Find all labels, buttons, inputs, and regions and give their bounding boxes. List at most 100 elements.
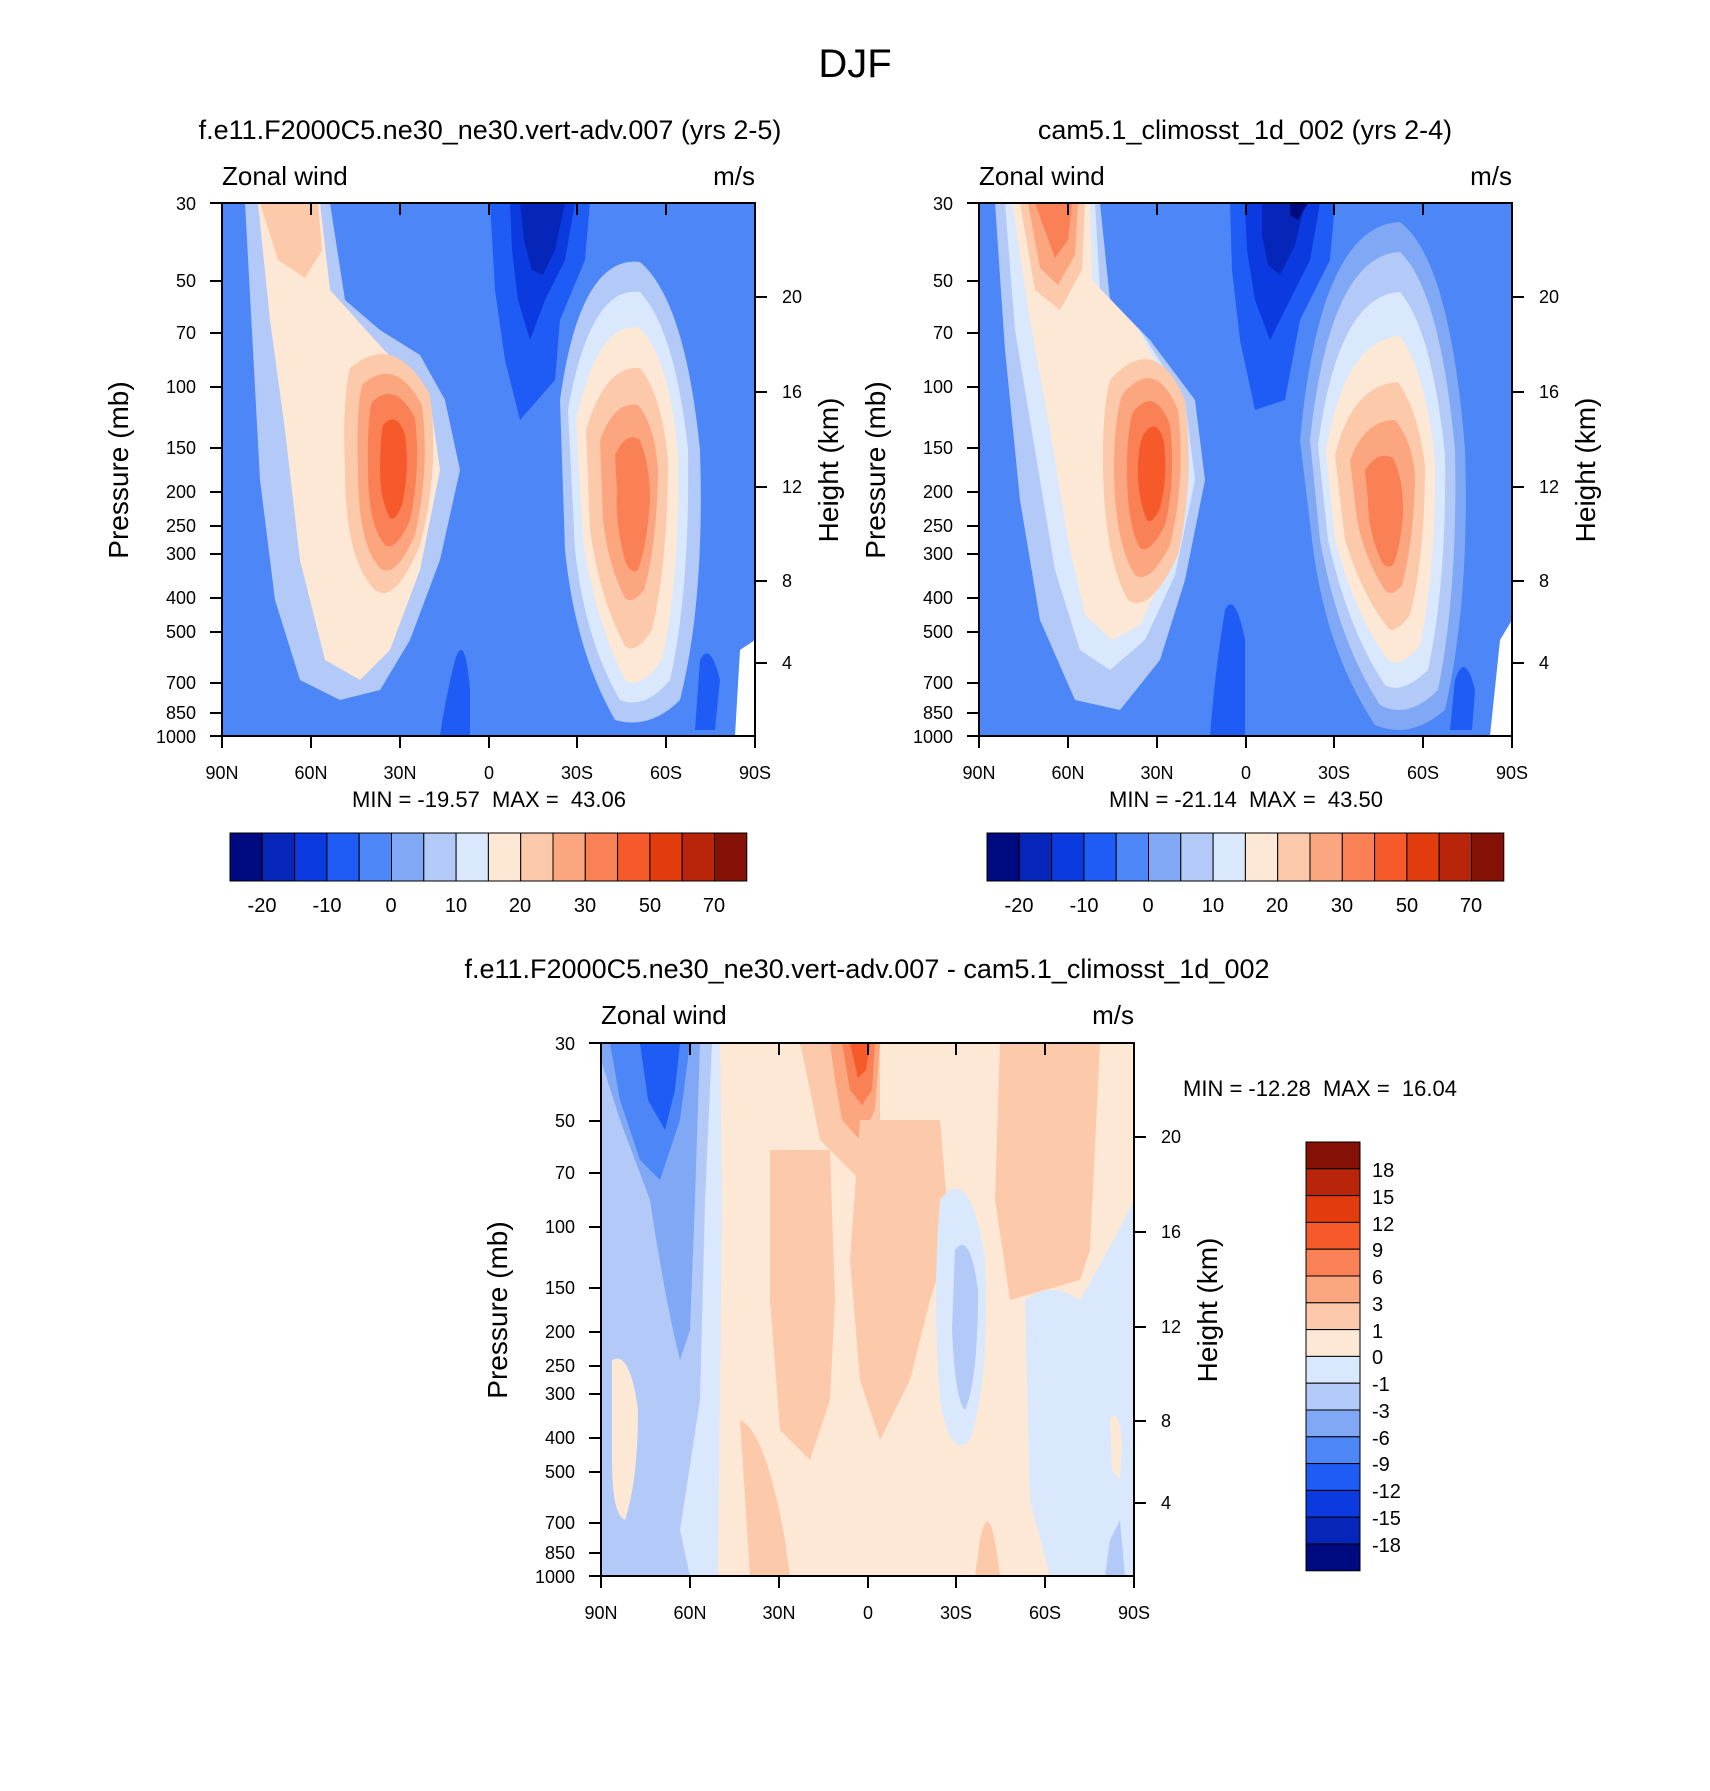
xtick-label: 30S bbox=[561, 763, 593, 783]
colorbar-label: -10 bbox=[313, 895, 342, 917]
panel-2-xaxis: 90N 60N 30N 0 30S 60S 90S bbox=[962, 203, 1528, 783]
panel-2-height-axis: 20 16 12 8 4 bbox=[1512, 287, 1559, 673]
height-tick-label: 20 bbox=[782, 287, 802, 307]
panel-1: f.e11.F2000C5.ne30_ne30.vert-adv.007 (yr… bbox=[103, 115, 844, 917]
ytick-label: 150 bbox=[166, 438, 196, 458]
height-tick-label: 20 bbox=[1539, 287, 1559, 307]
colorbar-label: 12 bbox=[1372, 1214, 1394, 1236]
xtick-label: 30N bbox=[762, 1603, 795, 1623]
colorbar-label: 10 bbox=[445, 895, 467, 917]
height-tick-label: 12 bbox=[1161, 1317, 1181, 1337]
ytick-label: 850 bbox=[545, 1543, 575, 1563]
colorbar-label: -18 bbox=[1372, 1535, 1401, 1557]
colorbar-swatch bbox=[1083, 832, 1117, 882]
panel-1-units: m/s bbox=[713, 161, 755, 191]
xtick-label: 60N bbox=[1051, 763, 1084, 783]
panel-3-plot bbox=[601, 1043, 1134, 1576]
ytick-label: 300 bbox=[166, 544, 196, 564]
panel-3-ylabel: Pressure (mb) bbox=[482, 1221, 513, 1398]
colorbar-label: -1 bbox=[1372, 1374, 1390, 1396]
panel-1-plot bbox=[222, 203, 755, 736]
ytick-label: 100 bbox=[923, 377, 953, 397]
colorbar-swatch bbox=[1341, 832, 1376, 882]
ytick-label: 250 bbox=[166, 516, 196, 536]
ytick-label: 700 bbox=[545, 1513, 575, 1533]
colorbar-label: -15 bbox=[1372, 1508, 1401, 1530]
xtick-label: 60N bbox=[673, 1603, 706, 1623]
ytick-label: 50 bbox=[933, 271, 953, 291]
colorbar-label: 0 bbox=[1142, 895, 1153, 917]
ytick-label: 300 bbox=[545, 1384, 575, 1404]
colorbar-swatch bbox=[1018, 832, 1053, 882]
colorbar-swatch bbox=[391, 832, 425, 882]
panel-2-yaxis: 30 50 70 100 150 200 250 300 400 500 700… bbox=[913, 194, 979, 747]
xtick-label: 60S bbox=[650, 763, 682, 783]
colorbar-label: 50 bbox=[639, 895, 661, 917]
panel-3-title: f.e11.F2000C5.ne30_ne30.vert-adv.007 - c… bbox=[464, 954, 1269, 984]
colorbar-swatch bbox=[1305, 1463, 1361, 1491]
ytick-label: 700 bbox=[923, 673, 953, 693]
height-tick-label: 12 bbox=[1539, 477, 1559, 497]
colorbar-label: 18 bbox=[1372, 1160, 1394, 1182]
xtick-label: 60N bbox=[294, 763, 327, 783]
xtick-label: 90N bbox=[962, 763, 995, 783]
ytick-label: 50 bbox=[555, 1111, 575, 1131]
panel-1-ylabel: Pressure (mb) bbox=[103, 381, 134, 558]
ytick-label: 400 bbox=[923, 588, 953, 608]
colorbar-swatch bbox=[1305, 1302, 1361, 1331]
colorbar-swatch bbox=[423, 832, 457, 882]
panel-2-colorbar: -20 -10 0 10 20 30 50 70 bbox=[986, 832, 1505, 917]
panel-3: f.e11.F2000C5.ne30_ne30.vert-adv.007 - c… bbox=[464, 954, 1456, 1623]
colorbar-label: 15 bbox=[1372, 1187, 1394, 1209]
ytick-label: 100 bbox=[166, 377, 196, 397]
colorbar-label: 70 bbox=[1460, 895, 1482, 917]
height-tick-label: 8 bbox=[782, 571, 792, 591]
colorbar-label: 50 bbox=[1396, 895, 1418, 917]
colorbar-swatch bbox=[1305, 1409, 1361, 1438]
panel-2-stats: MIN = -21.14 MAX = 43.50 bbox=[1109, 787, 1383, 812]
colorbar-swatch bbox=[1438, 832, 1472, 882]
colorbar-label: 3 bbox=[1372, 1294, 1383, 1316]
xtick-label: 90N bbox=[205, 763, 238, 783]
colorbar-label: 10 bbox=[1202, 895, 1224, 917]
panel-2-ylabel-right: Height (km) bbox=[1570, 398, 1601, 543]
colorbar-swatch bbox=[1305, 1516, 1361, 1545]
panel-1-ylabel-right: Height (km) bbox=[813, 398, 844, 543]
ytick-label: 1000 bbox=[913, 727, 953, 747]
colorbar-swatch bbox=[1309, 832, 1343, 882]
ytick-label: 200 bbox=[545, 1322, 575, 1342]
panel-3-stats: MIN = -12.28 MAX = 16.04 bbox=[1183, 1076, 1457, 1101]
ytick-label: 30 bbox=[176, 194, 196, 214]
colorbar-label: -12 bbox=[1372, 1481, 1401, 1503]
ytick-label: 850 bbox=[166, 703, 196, 723]
colorbar-swatch bbox=[649, 832, 683, 882]
xtick-label: 60S bbox=[1029, 1603, 1061, 1623]
colorbar-swatch bbox=[520, 832, 554, 882]
ytick-label: 1000 bbox=[535, 1567, 575, 1587]
colorbar-swatch bbox=[1374, 832, 1408, 882]
colorbar-label: 70 bbox=[703, 895, 725, 917]
panel-1-height-axis: 20 16 12 8 4 bbox=[755, 287, 802, 673]
colorbar-swatch bbox=[1180, 832, 1214, 882]
colorbar-label: 9 bbox=[1372, 1240, 1383, 1262]
xtick-label: 0 bbox=[863, 1603, 873, 1623]
colorbar-label: -3 bbox=[1372, 1401, 1390, 1423]
colorbar-swatch bbox=[1051, 832, 1085, 882]
xtick-label: 30S bbox=[1318, 763, 1350, 783]
ytick-label: 150 bbox=[545, 1278, 575, 1298]
colorbar-swatch bbox=[1305, 1275, 1361, 1304]
panel-1-stats: MIN = -19.57 MAX = 43.06 bbox=[352, 787, 626, 812]
colorbar-label: -10 bbox=[1070, 895, 1099, 917]
colorbar-swatch bbox=[1305, 1195, 1361, 1223]
colorbar-swatch bbox=[326, 832, 360, 882]
height-tick-label: 8 bbox=[1161, 1411, 1171, 1431]
colorbar-swatch bbox=[261, 832, 296, 882]
panel-2-plot bbox=[979, 203, 1512, 736]
colorbar-swatch bbox=[1305, 1329, 1361, 1357]
colorbar-label: 30 bbox=[574, 895, 596, 917]
ytick-label: 50 bbox=[176, 271, 196, 291]
colorbar-label: -9 bbox=[1372, 1454, 1390, 1476]
colorbar-swatch bbox=[294, 832, 328, 882]
panel-3-xaxis: 90N 60N 30N 0 30S 60S 90S bbox=[584, 1043, 1150, 1623]
panel-2-variable: Zonal wind bbox=[979, 161, 1105, 191]
